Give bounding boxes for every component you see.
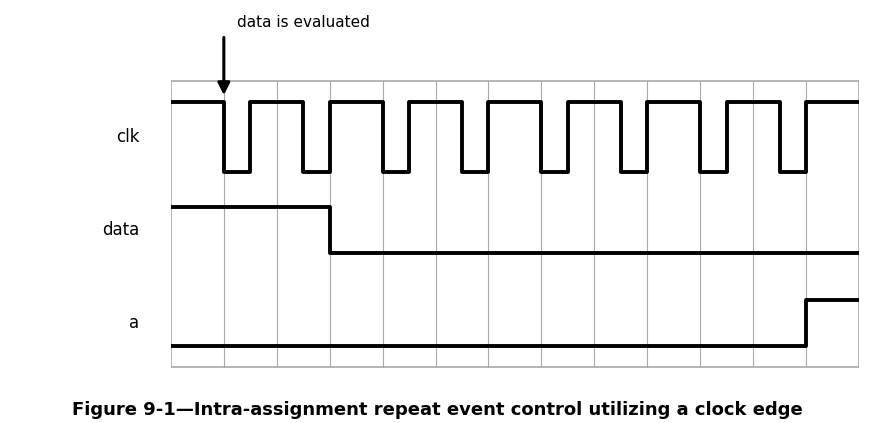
Text: a: a	[129, 314, 139, 332]
Text: data: data	[102, 221, 139, 239]
Text: data is evaluated: data is evaluated	[237, 15, 370, 30]
Text: Figure 9-1—Intra-assignment repeat event control utilizing a clock edge: Figure 9-1—Intra-assignment repeat event…	[72, 401, 802, 419]
Text: clk: clk	[115, 128, 139, 146]
